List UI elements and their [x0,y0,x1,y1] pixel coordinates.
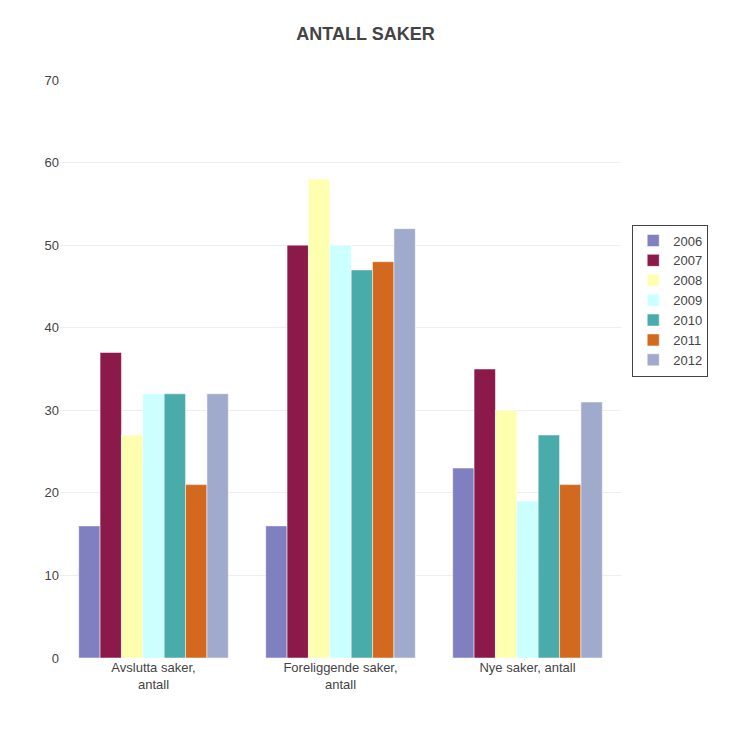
svg-text:ANTALL SAKER: ANTALL SAKER [296,24,434,44]
svg-text:30: 30 [45,403,59,418]
svg-text:Foreliggende saker,antall: Foreliggende saker,antall [283,660,397,692]
svg-text:2012: 2012 [673,353,702,368]
svg-text:Avslutta saker,antall: Avslutta saker,antall [111,660,195,692]
svg-text:70: 70 [45,73,59,88]
svg-text:2008: 2008 [673,273,702,288]
svg-text:60: 60 [45,155,59,170]
svg-text:10: 10 [45,568,59,583]
svg-text:40: 40 [45,320,59,335]
svg-text:50: 50 [45,238,59,253]
svg-text:20: 20 [45,485,59,500]
svg-text:2006: 2006 [673,234,702,249]
svg-text:Nye saker, antall: Nye saker, antall [479,660,575,675]
svg-text:2011: 2011 [673,333,701,348]
svg-text:2007: 2007 [673,253,702,268]
svg-text:2010: 2010 [673,313,702,328]
svg-text:2009: 2009 [673,293,702,308]
svg-text:0: 0 [52,651,59,666]
